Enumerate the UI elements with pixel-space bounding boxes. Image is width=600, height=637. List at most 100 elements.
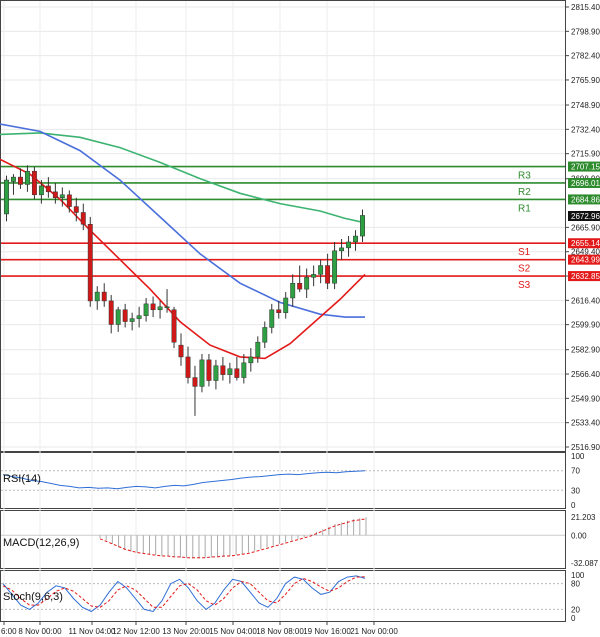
level-value-s2: 2643.99 — [571, 256, 600, 265]
rsi-label: RSI(14) — [3, 473, 41, 485]
candle-body — [122, 309, 128, 322]
candle-body — [325, 265, 331, 284]
y-tick-label: 2533.40 — [571, 419, 600, 428]
rsi-line — [2, 470, 366, 490]
candle-body — [297, 282, 303, 290]
main-pane — [0, 0, 566, 452]
candle-body — [31, 170, 37, 196]
stoch-pane — [0, 570, 566, 622]
candle-body — [45, 185, 51, 193]
macd-tick-label: 0.00 — [571, 531, 587, 540]
last-price-label: 2672.96 — [571, 212, 600, 221]
moving-averages — [0, 123, 366, 360]
level-tag-r1 — [568, 194, 600, 205]
level-tag-s3 — [568, 271, 600, 282]
pivot-levels: R3 2707.15 R2 2696.01 R1 2684.86 S1 2655.14 S2 26… — [1, 161, 600, 291]
candle-body — [332, 250, 338, 284]
candle-body — [255, 341, 261, 358]
x-tick-label: 15 Nov 04:00 — [209, 627, 257, 636]
ma-green-line — [0, 132, 366, 224]
x-tick-label: 8 Nov 00:00 — [18, 627, 62, 636]
candle-body — [311, 274, 317, 278]
rsi-tick-label: 30 — [571, 486, 580, 495]
level-value-s1: 2655.14 — [571, 239, 600, 248]
x-tick-label: 12 Nov 12:00 — [112, 627, 160, 636]
candle-body — [87, 224, 93, 302]
candle-body — [339, 247, 345, 252]
y-tick-label: 2516.90 — [571, 443, 600, 452]
y-tick-label: 2732.40 — [571, 125, 600, 134]
macd-pane — [0, 510, 566, 569]
stoch-tick-label: 80 — [571, 580, 580, 589]
level-tag-r2 — [568, 177, 600, 188]
candle-body — [52, 191, 58, 198]
candle-body — [80, 212, 86, 225]
macd-label: MACD(12,26,9) — [3, 537, 79, 549]
macd-tick-label: -32.087 — [571, 559, 599, 568]
candle-body — [24, 170, 30, 185]
candle-body — [171, 309, 177, 343]
candle-body — [143, 303, 149, 316]
candle-body — [108, 300, 114, 325]
rsi-indicator: 100 70 30 0 — [1, 452, 585, 510]
level-value-r1: 2684.86 — [571, 195, 600, 204]
level-label-s3: S3 — [518, 280, 531, 291]
rsi-tick-label: 70 — [571, 467, 580, 476]
candle-body — [164, 306, 170, 309]
rsi-pane — [0, 452, 566, 509]
candle-body — [4, 179, 9, 215]
y-tick-label: 2616.40 — [571, 296, 600, 305]
candle-body — [241, 362, 247, 378]
level-tag-r3 — [568, 161, 600, 172]
x-tick-label: 6:00 — [1, 627, 17, 636]
candle-body — [199, 359, 205, 387]
candle-body — [290, 282, 296, 299]
candle-body — [18, 176, 23, 185]
x-tick-label: 19 Nov 16:00 — [303, 627, 351, 636]
ma-blue-line — [0, 123, 365, 318]
candle-body — [318, 265, 324, 275]
y-tick-label: 2715.90 — [571, 150, 600, 159]
level-label-r1: R1 — [518, 203, 531, 214]
candle-body — [150, 303, 156, 311]
y-tick-label: 2782.40 — [571, 52, 600, 61]
stoch-tick-label: 100 — [571, 571, 585, 580]
level-tag-s1 — [568, 238, 600, 249]
level-label-r2: R2 — [518, 187, 531, 198]
stoch-tick-label: 0 — [571, 614, 576, 623]
candle-body — [269, 309, 275, 328]
level-tag-s2 — [568, 254, 600, 265]
y-tick-label: 2599.90 — [571, 321, 600, 330]
candle-body — [234, 368, 240, 378]
x-tick-label: 21 Nov 00:00 — [350, 627, 398, 636]
candle-body — [38, 185, 44, 196]
candle-body — [304, 277, 310, 290]
stoch-k-line — [2, 575, 366, 613]
candle-body — [220, 365, 226, 375]
candle-body — [73, 206, 79, 213]
level-label-r3: R3 — [518, 171, 531, 182]
macd-signal-line — [99, 518, 367, 559]
candle-body — [185, 356, 191, 378]
level-label-s2: S2 — [518, 264, 531, 275]
level-label-s1: S1 — [518, 247, 531, 258]
x-tick-label: 11 Nov 04:00 — [69, 627, 117, 636]
ma-red-line — [0, 158, 366, 360]
candle-body — [129, 318, 135, 322]
candle-body — [115, 309, 121, 325]
candle-body — [353, 235, 358, 243]
y-tick-label: 2748.90 — [571, 101, 600, 110]
candle-body — [11, 176, 16, 182]
candle-body — [157, 306, 163, 311]
stoch-label: Stoch(9,6,3) — [3, 591, 63, 603]
level-value-r3: 2707.15 — [571, 163, 600, 172]
macd-indicator: 21.203 0.00 -32.087 — [1, 513, 599, 568]
level-value-s3: 2632.85 — [571, 272, 600, 281]
candle-body — [248, 356, 254, 364]
candle-body — [192, 377, 198, 387]
candle-body — [262, 327, 268, 343]
x-tick-label: 18 Nov 08:00 — [256, 627, 304, 636]
candle-body — [283, 297, 289, 313]
